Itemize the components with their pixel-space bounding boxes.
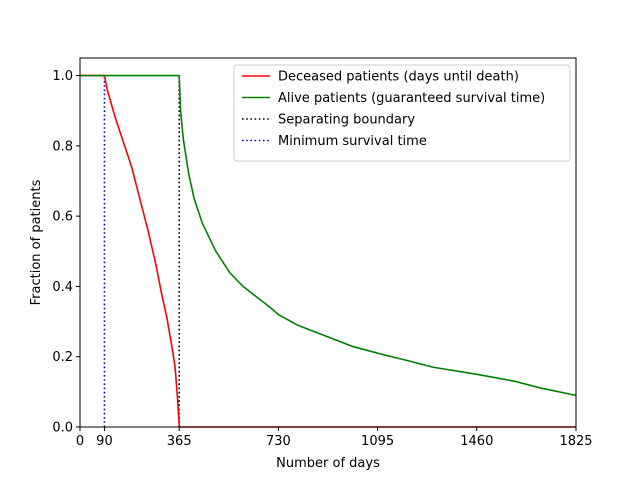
y-tick-label: 0.6 <box>52 210 73 225</box>
y-tick-label: 1.0 <box>52 69 73 84</box>
y-tick-label: 0.0 <box>52 421 73 436</box>
axes-frame <box>79 57 577 428</box>
x-tick-label: 90 <box>96 434 113 449</box>
plot-area <box>80 74 577 428</box>
y-tick-label: 0.2 <box>52 350 73 365</box>
legend-box <box>233 64 571 162</box>
x-tick-label: 730 <box>266 434 291 449</box>
x-axis-ticks: 0 90 365 730 1095 1460 1825 <box>76 427 593 449</box>
y-axis-label: Fraction of patients <box>29 179 44 305</box>
x-tick-label: 1095 <box>361 434 394 449</box>
y-tick-label: 0.8 <box>52 139 73 154</box>
legend-label: Separating boundary <box>278 113 415 128</box>
x-tick-label: 365 <box>167 434 192 449</box>
legend-label: Minimum survival time <box>278 134 427 149</box>
x-tick-label: 1825 <box>559 434 592 449</box>
x-tick-label: 0 <box>76 434 84 449</box>
series-line-alive-patients-guaranteed-survival-time <box>80 74 577 397</box>
legend-label: Deceased patients (days until death) <box>278 70 519 85</box>
y-tick-label: 0.4 <box>52 280 73 295</box>
y-axis-ticks: 0.0 0.2 0.4 0.6 0.8 1.0 <box>52 69 80 436</box>
legend: Deceased patients (days until death) Aliv… <box>233 64 571 162</box>
x-tick-label: 1460 <box>460 434 493 449</box>
x-axis-label: Number of days <box>276 456 380 471</box>
legend-label: Alive patients (guaranteed survival time… <box>278 91 545 106</box>
series-line-deceased-patients-days-until-death <box>80 74 576 428</box>
